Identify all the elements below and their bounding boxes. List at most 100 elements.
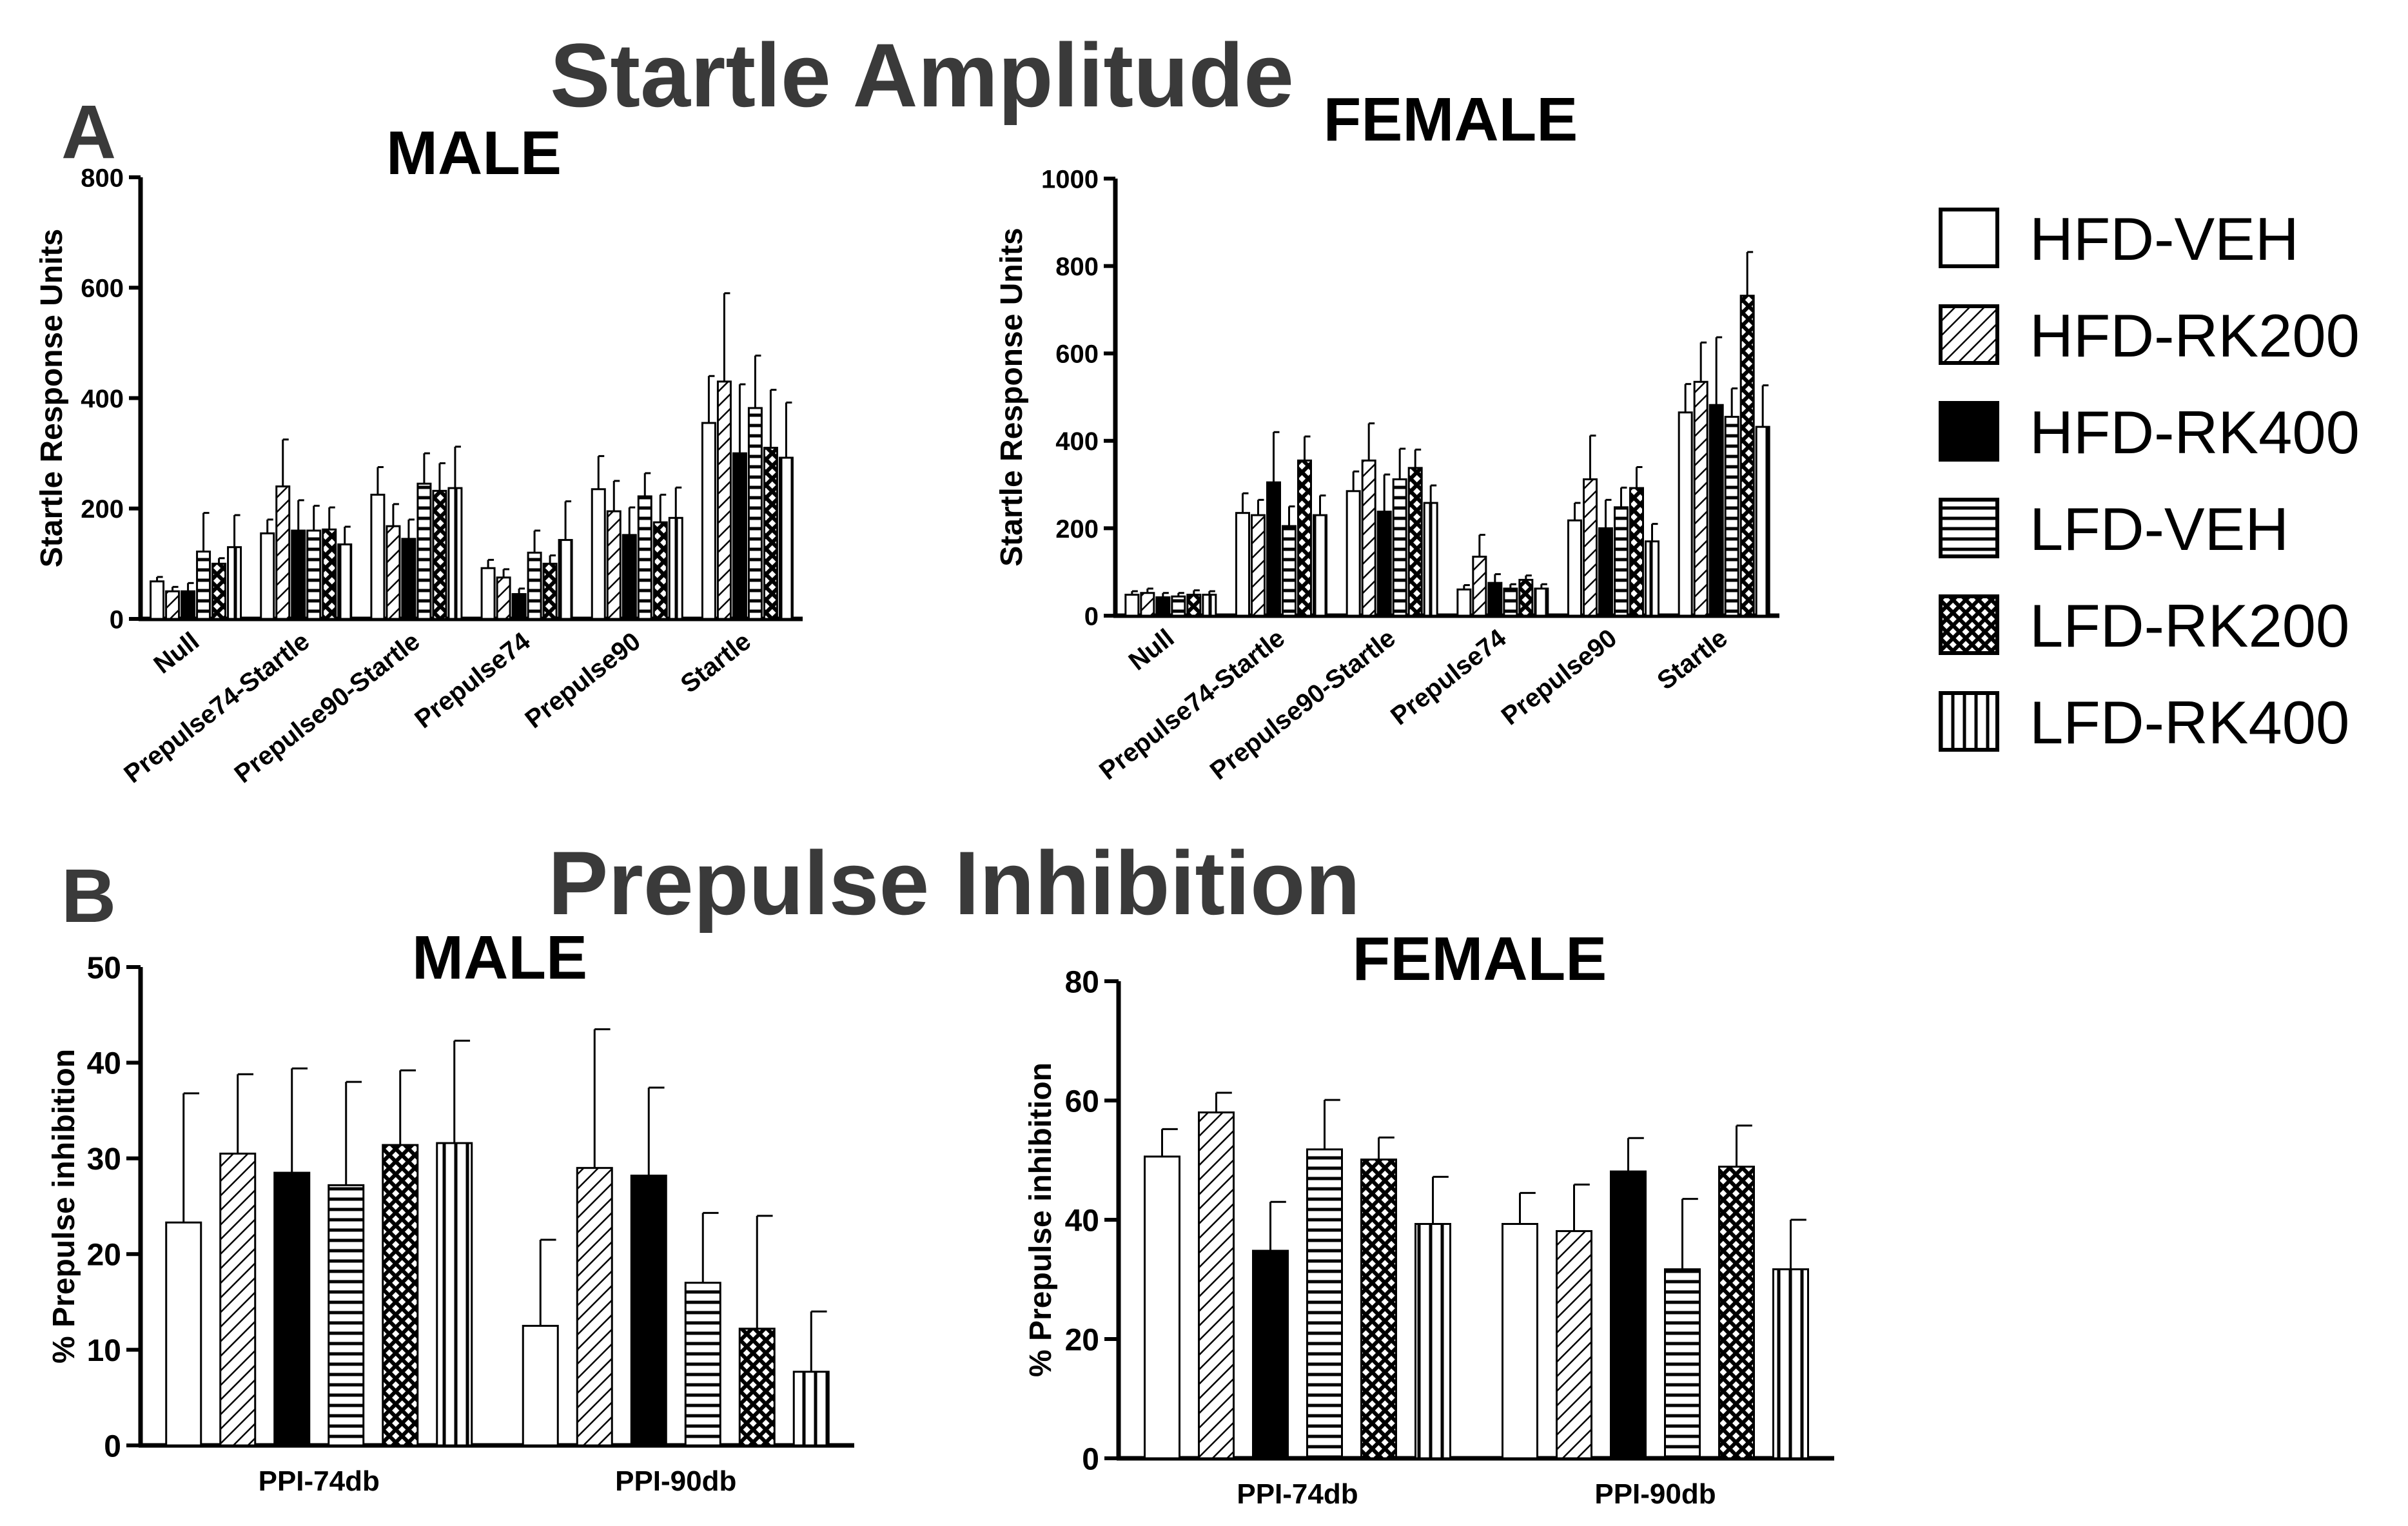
y-tick-label: 200 bbox=[1055, 515, 1099, 543]
y-axis-label: Startle Response Units bbox=[995, 228, 1029, 566]
y-tick-label: 20 bbox=[1065, 1323, 1099, 1357]
bar bbox=[1140, 592, 1155, 617]
y-tick-label: 0 bbox=[1084, 602, 1099, 631]
bar bbox=[652, 521, 668, 620]
y-tick-label: 30 bbox=[87, 1142, 121, 1177]
legend-label: HFD-VEH bbox=[2030, 205, 2299, 273]
bar bbox=[1614, 506, 1629, 617]
bar bbox=[1144, 1155, 1180, 1460]
legend-swatch bbox=[1939, 304, 1999, 365]
bar bbox=[558, 539, 573, 620]
bar bbox=[416, 482, 432, 620]
bar bbox=[1198, 1111, 1235, 1460]
bar bbox=[275, 485, 291, 620]
bar bbox=[1567, 519, 1582, 617]
bar bbox=[227, 546, 242, 620]
x-tick-label: Prepulse74-Startle bbox=[119, 627, 315, 788]
panel-letter-b: B bbox=[61, 854, 116, 939]
x-tick-label: PPI-90db bbox=[615, 1465, 736, 1497]
legend-label: LFD-RK200 bbox=[2030, 592, 2349, 660]
bar bbox=[480, 567, 496, 620]
legend-swatch bbox=[1939, 498, 1999, 558]
bar bbox=[1629, 487, 1644, 617]
bar bbox=[701, 422, 716, 620]
y-tick-label: 600 bbox=[1055, 340, 1099, 369]
bar bbox=[370, 493, 386, 620]
section-b-title: Prepulse Inhibition bbox=[548, 832, 1360, 934]
legend-swatch bbox=[1939, 208, 1999, 268]
bar bbox=[738, 1327, 776, 1447]
chart-title: MALE bbox=[386, 119, 562, 188]
panel-letter-a: A bbox=[61, 90, 116, 175]
bar bbox=[1502, 1222, 1538, 1460]
x-tick-label: PPI-74db bbox=[259, 1465, 380, 1497]
bar bbox=[522, 1325, 559, 1447]
bar bbox=[1360, 1159, 1397, 1460]
y-tick-label: 1000 bbox=[1041, 165, 1099, 193]
female-ppi-chart: FEMALE % Prepulse inhibition 0 20 40 60 80 PPI-… bbox=[1024, 924, 1834, 1510]
bar bbox=[1645, 540, 1659, 617]
bar bbox=[328, 1184, 365, 1447]
bar bbox=[1503, 587, 1518, 617]
bar bbox=[606, 510, 622, 620]
bar bbox=[1414, 1222, 1451, 1460]
bar bbox=[542, 562, 558, 620]
bar bbox=[1186, 593, 1202, 617]
bar bbox=[322, 528, 337, 620]
bar bbox=[1518, 578, 1534, 617]
bar bbox=[1724, 416, 1739, 617]
bar bbox=[1755, 426, 1770, 617]
bar bbox=[1423, 502, 1438, 617]
bar bbox=[1772, 1268, 1809, 1460]
y-tick-label: 50 bbox=[87, 951, 121, 985]
bar bbox=[747, 407, 763, 620]
bar bbox=[211, 562, 227, 620]
y-tick-label: 0 bbox=[110, 605, 124, 634]
female-startle-chart: FEMALE Startle Response Units 0 200 400 600 80… bbox=[995, 85, 1779, 785]
chart-title: MALE bbox=[412, 923, 587, 992]
y-tick-label: 0 bbox=[1082, 1442, 1099, 1476]
bar bbox=[716, 380, 732, 620]
bar bbox=[1392, 478, 1407, 617]
bar bbox=[1346, 490, 1361, 617]
x-tick-label: Prepulse74 bbox=[1385, 623, 1512, 731]
bar bbox=[291, 529, 306, 620]
bar bbox=[196, 551, 211, 620]
bar bbox=[1664, 1268, 1701, 1460]
bar bbox=[1407, 467, 1423, 617]
bar bbox=[732, 452, 747, 620]
bar bbox=[337, 543, 353, 620]
bar bbox=[1297, 459, 1312, 617]
bar bbox=[401, 538, 416, 620]
bar bbox=[527, 551, 542, 620]
bar bbox=[792, 1371, 830, 1447]
bar bbox=[1251, 514, 1266, 617]
bar bbox=[496, 576, 511, 620]
bar bbox=[1556, 1230, 1592, 1460]
y-tick-label: 800 bbox=[81, 164, 124, 192]
legend-swatch bbox=[1939, 691, 1999, 752]
y-tick-label: 200 bbox=[81, 495, 124, 523]
male-startle-chart: MALE Startle Response Units 0 200 400 600 800 N… bbox=[35, 119, 803, 788]
bar bbox=[511, 592, 527, 620]
bar bbox=[1472, 555, 1487, 617]
x-tick-label: Prepulse74 bbox=[409, 627, 536, 734]
bar bbox=[1678, 411, 1693, 617]
legend-label: LFD-RK400 bbox=[2030, 689, 2349, 756]
x-tick-label: PPI-74db bbox=[1237, 1478, 1358, 1510]
bar bbox=[1610, 1170, 1647, 1460]
x-tick-label: Prepulse90 bbox=[520, 627, 645, 734]
bar bbox=[1202, 593, 1217, 617]
bar bbox=[1266, 481, 1281, 617]
bar bbox=[432, 489, 447, 620]
y-tick-label: 400 bbox=[1055, 427, 1099, 456]
bar bbox=[219, 1152, 257, 1447]
y-tick-label: 600 bbox=[81, 275, 124, 303]
y-tick-label: 400 bbox=[81, 385, 124, 413]
bar bbox=[668, 516, 683, 620]
y-tick-label: 60 bbox=[1065, 1084, 1099, 1119]
y-tick-label: 40 bbox=[1065, 1204, 1099, 1238]
bar bbox=[260, 532, 275, 620]
x-tick-label: PPI-90db bbox=[1594, 1478, 1716, 1510]
bar bbox=[273, 1171, 311, 1447]
